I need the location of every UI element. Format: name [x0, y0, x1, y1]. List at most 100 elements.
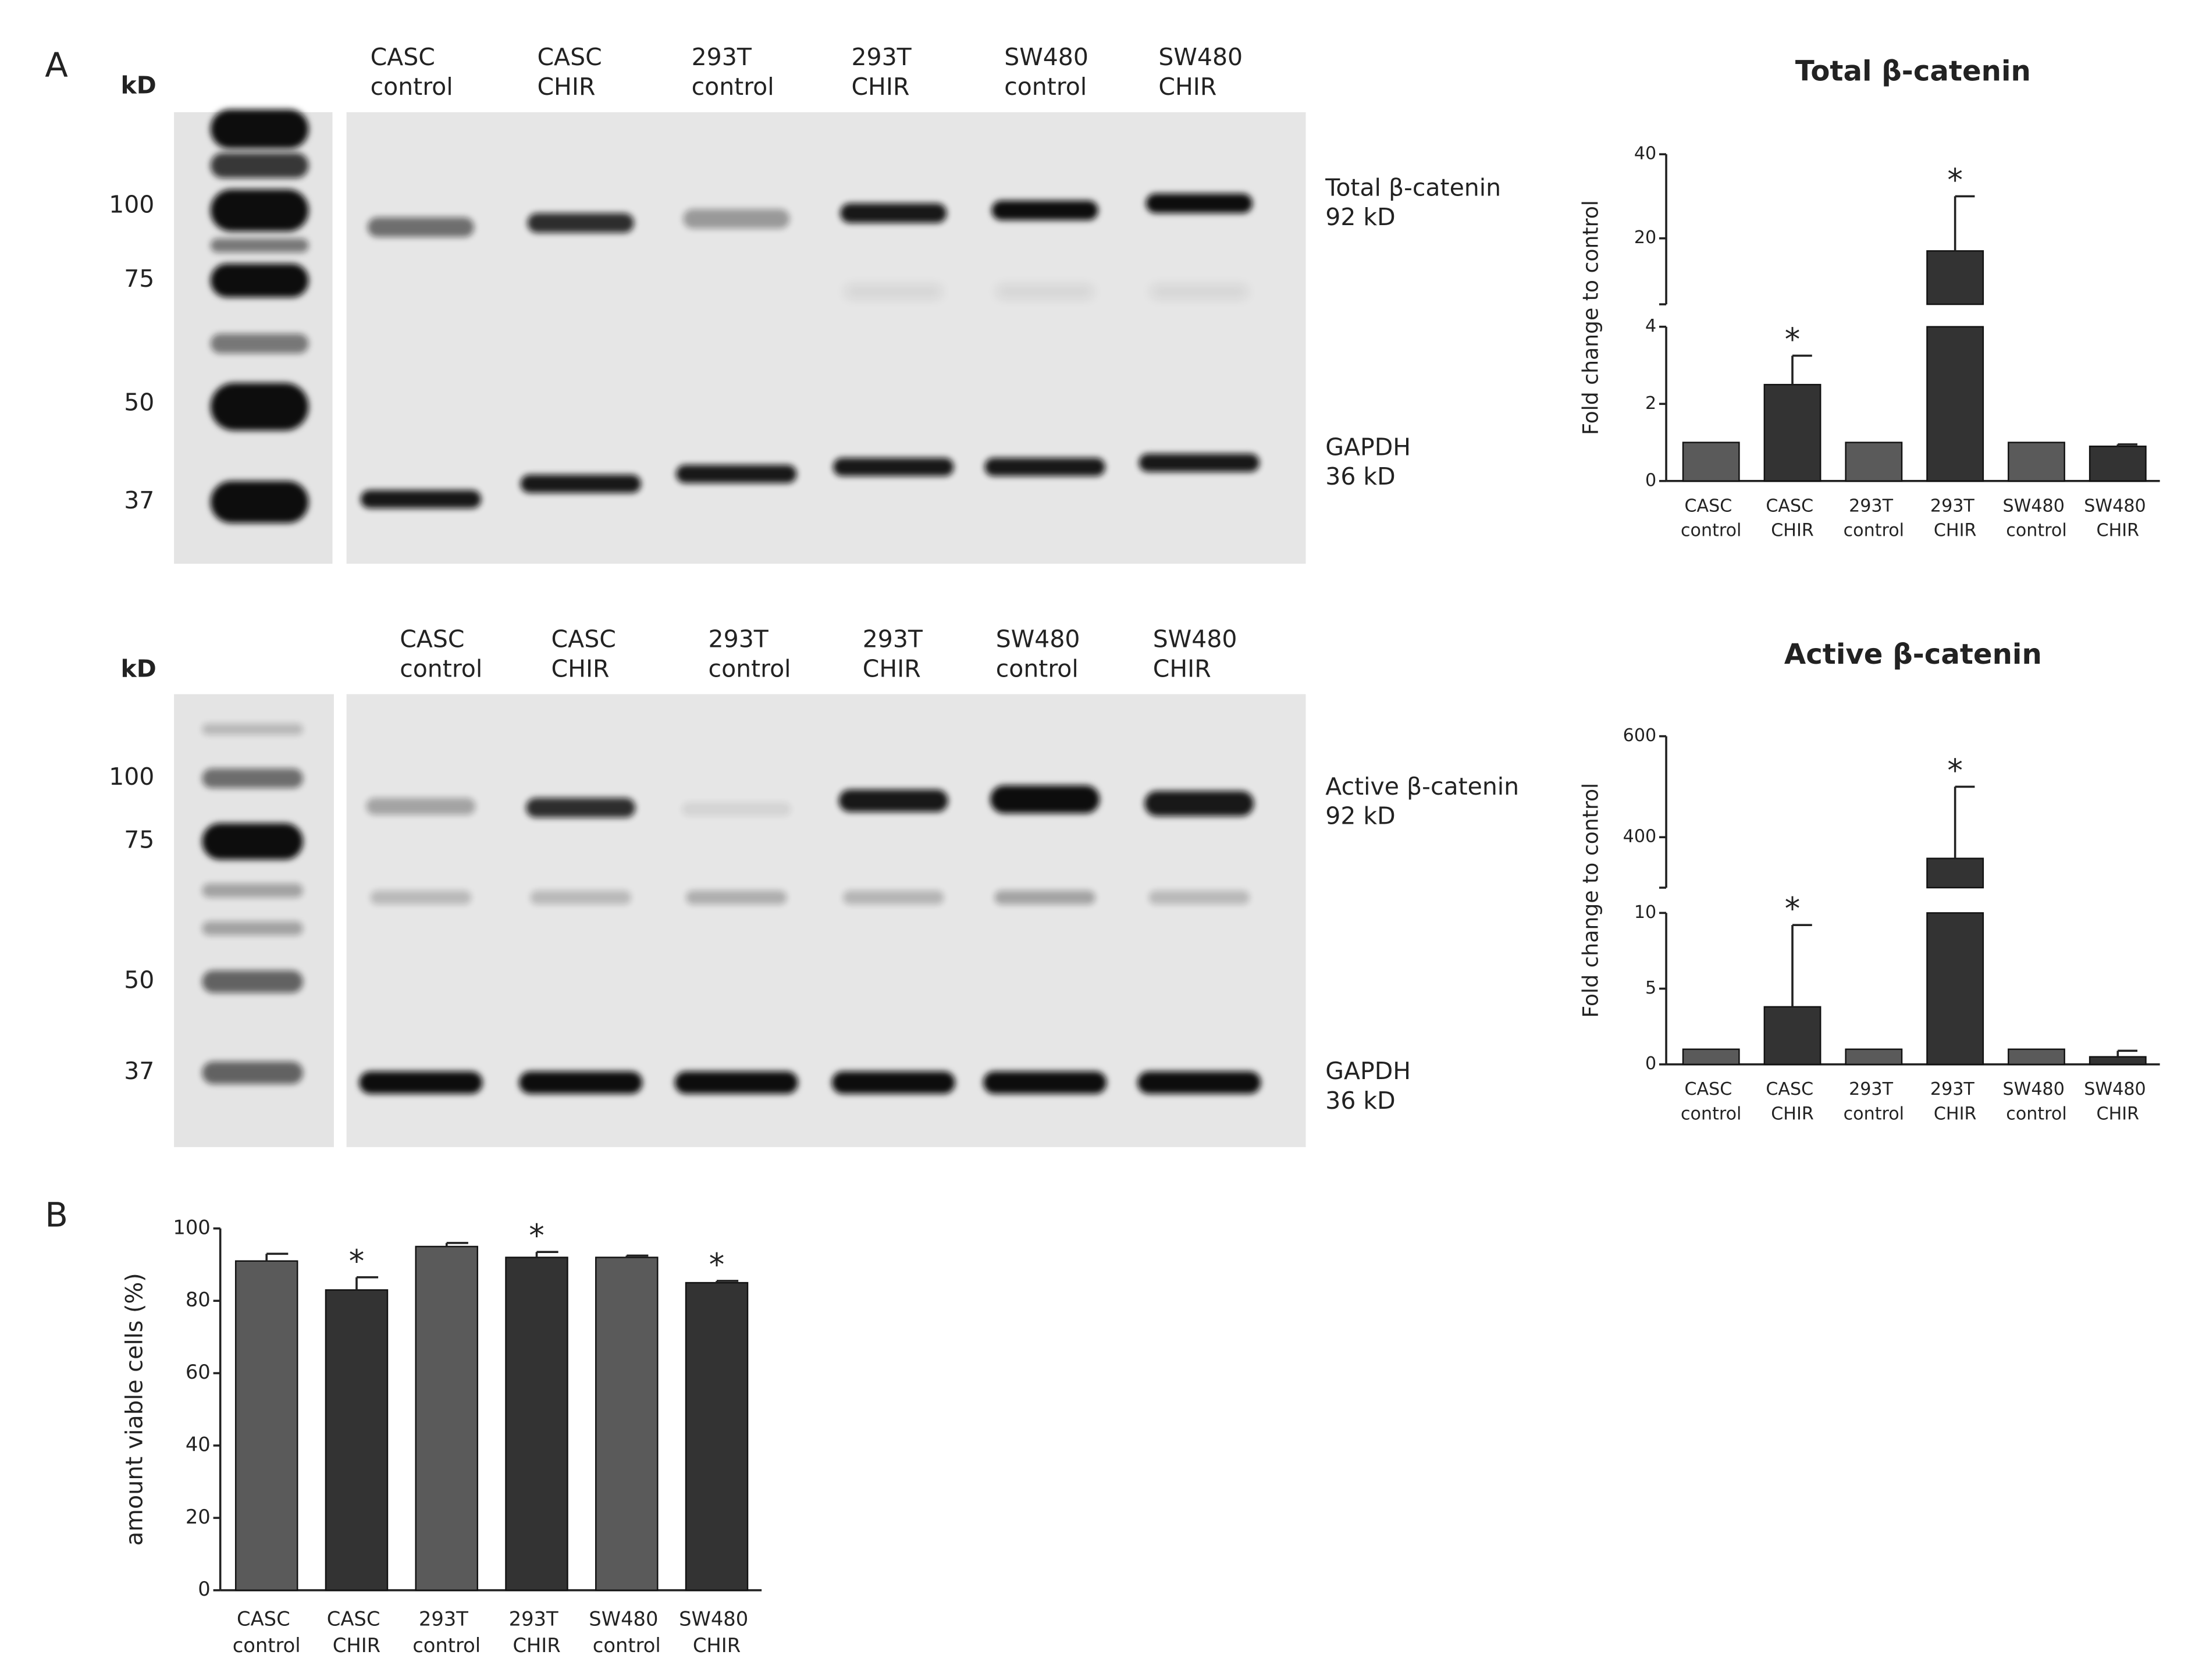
- band: [990, 785, 1100, 814]
- x-tick-label: 293T CHIR: [509, 1607, 565, 1657]
- band: [991, 200, 1098, 220]
- y-axis-label: Fold change to control: [1578, 783, 1603, 1018]
- y-tick-label: 2: [1645, 393, 1656, 414]
- y-tick-label: 40: [186, 1433, 211, 1455]
- band: [210, 383, 309, 431]
- band: [983, 1071, 1107, 1094]
- band: [994, 890, 1095, 905]
- x-tick-label: CASC control: [233, 1607, 301, 1657]
- y-tick-label: 40: [1634, 144, 1656, 164]
- lane-label: CASC CHIR: [552, 625, 624, 683]
- lane-label: CASC control: [400, 625, 482, 683]
- significance-marker: *: [1947, 753, 1963, 789]
- x-tick-label: 293T control: [412, 1607, 481, 1657]
- lane-label: CASC CHIR: [537, 43, 609, 101]
- chart-title: Total β-catenin: [1795, 55, 2031, 87]
- significance-marker: *: [1785, 322, 1801, 358]
- y-tick-label: 400: [1623, 827, 1657, 847]
- x-tick-label: CASC CHIR: [1766, 1079, 1819, 1124]
- marker-label: 100: [109, 190, 154, 218]
- lane-label: SW480 control: [1004, 43, 1096, 101]
- band: [210, 333, 309, 354]
- panel-label: A: [45, 45, 68, 85]
- band: [359, 1071, 483, 1094]
- bar: [1682, 442, 1740, 482]
- band: [527, 213, 634, 233]
- blot-panel: [346, 112, 1306, 564]
- band: [202, 970, 303, 993]
- y-tick-label: 600: [1623, 725, 1657, 746]
- bar: [1682, 1048, 1740, 1065]
- marker-label: 50: [124, 388, 154, 416]
- band: [202, 883, 303, 898]
- bar: [2089, 445, 2147, 482]
- significance-marker: *: [529, 1218, 545, 1254]
- band-size: 36 kD: [1325, 1087, 1395, 1115]
- y-tick-label: 5: [1645, 978, 1656, 998]
- band: [202, 768, 303, 788]
- blot-panel: [346, 694, 1306, 1147]
- band: [683, 209, 790, 229]
- band: [202, 921, 303, 935]
- bar: [415, 1245, 478, 1591]
- band: [526, 798, 636, 818]
- band: [833, 458, 954, 476]
- lane-label: 293T control: [709, 625, 791, 683]
- band: [840, 203, 947, 223]
- x-tick-label: CASC control: [1681, 1079, 1741, 1124]
- blot-bands: [202, 109, 1261, 1094]
- x-tick-label: SW480 CHIR: [2084, 496, 2151, 540]
- y-tick-label: 10: [1634, 902, 1656, 923]
- bar: [325, 1289, 389, 1591]
- band: [1144, 791, 1254, 817]
- band: [520, 475, 641, 493]
- y-tick-label: 0: [1645, 470, 1656, 490]
- lane-label: SW480 CHIR: [1158, 43, 1250, 101]
- band-size: 92 kD: [1325, 802, 1395, 830]
- significance-marker: *: [709, 1247, 725, 1283]
- band-size: 36 kD: [1325, 462, 1395, 490]
- bar: [595, 1257, 659, 1591]
- y-tick-label: 20: [186, 1505, 211, 1528]
- band: [844, 284, 943, 299]
- bar: [1926, 326, 1984, 482]
- band: [838, 789, 948, 812]
- lane-label: SW480 control: [996, 625, 1088, 683]
- chart-title: Active β-catenin: [1784, 638, 2042, 671]
- lane-label: CASC control: [371, 43, 453, 101]
- bar: [505, 1257, 568, 1591]
- band: [210, 189, 309, 232]
- bar: [1926, 912, 1984, 1065]
- marker-label: 37: [124, 1057, 154, 1085]
- x-tick-label: SW480 CHIR: [2084, 1079, 2151, 1124]
- band-label: GAPDH: [1325, 433, 1411, 461]
- x-tick-label: SW480 control: [2002, 496, 2070, 540]
- band: [984, 458, 1105, 476]
- x-tick-label: CASC control: [1681, 496, 1741, 540]
- lane-label: 293T CHIR: [863, 625, 930, 683]
- y-tick-label: 80: [186, 1289, 211, 1311]
- x-tick-label: SW480 CHIR: [679, 1607, 755, 1657]
- y-axis-label: amount viable cells (%): [122, 1273, 148, 1546]
- significance-marker: *: [349, 1243, 365, 1279]
- band: [370, 890, 472, 905]
- band: [210, 109, 309, 149]
- panel-label: B: [45, 1195, 68, 1235]
- band: [842, 890, 944, 905]
- bar: [1845, 1048, 1903, 1065]
- x-tick-label: SW480 control: [589, 1607, 664, 1657]
- bar: [234, 1260, 298, 1591]
- bar: [1763, 1006, 1821, 1065]
- band: [210, 480, 309, 524]
- band: [366, 798, 476, 815]
- y-tick-label: 60: [186, 1361, 211, 1383]
- bar: [685, 1282, 749, 1591]
- band: [1150, 284, 1248, 299]
- band-label: Total β-catenin: [1325, 173, 1501, 201]
- significance-marker: *: [1947, 162, 1963, 198]
- y-tick-label: 100: [173, 1216, 210, 1238]
- band: [210, 264, 309, 298]
- y-axis-label: Fold change to control: [1578, 200, 1603, 435]
- bar: [2089, 1056, 2147, 1065]
